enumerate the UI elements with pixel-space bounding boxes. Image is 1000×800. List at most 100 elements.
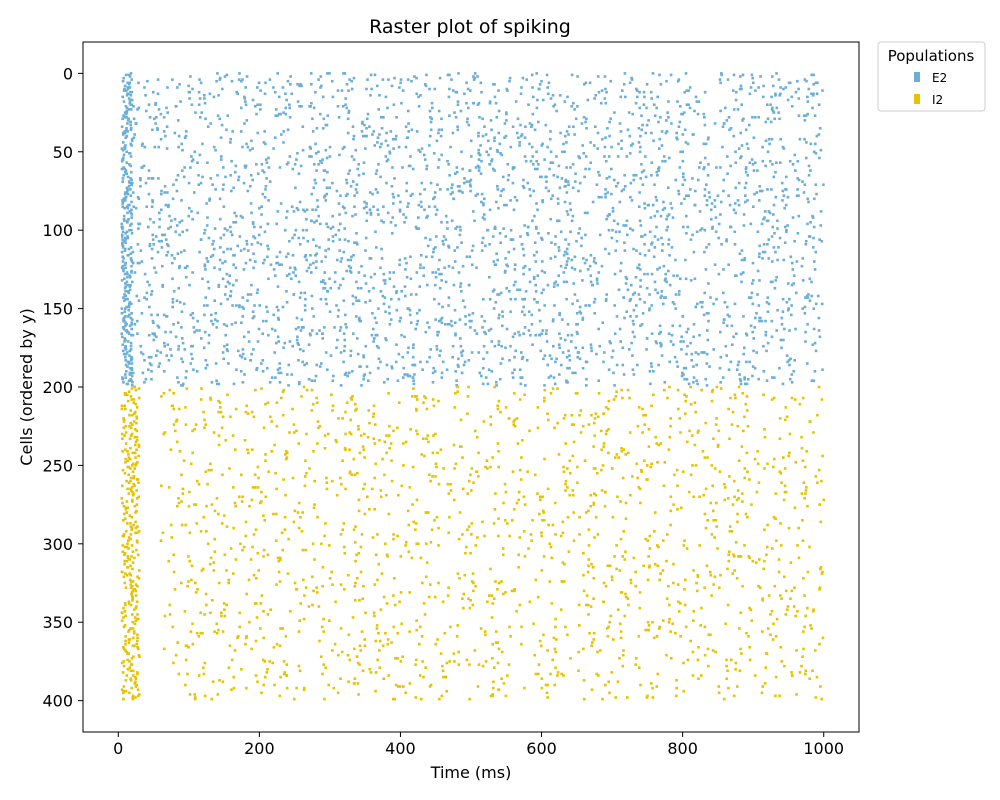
- spike-i2: [263, 519, 266, 522]
- spike-e2: [127, 379, 131, 382]
- spike-e2: [138, 222, 142, 226]
- spike-i2: [458, 511, 462, 514]
- spike-e2: [151, 233, 154, 237]
- spike-e2: [700, 305, 704, 309]
- spike-i2: [683, 588, 686, 591]
- spike-e2: [656, 174, 659, 177]
- spike-e2: [613, 178, 616, 182]
- spike-e2: [526, 181, 530, 185]
- spike-e2: [158, 225, 161, 229]
- spike-e2: [222, 205, 226, 208]
- spike-e2: [130, 362, 134, 365]
- spike-e2: [653, 114, 657, 117]
- spike-i2: [592, 421, 596, 425]
- spike-e2: [665, 130, 669, 133]
- spike-e2: [450, 186, 453, 190]
- spike-e2: [405, 189, 408, 193]
- spike-e2: [347, 109, 351, 113]
- spike-i2: [604, 683, 607, 687]
- spike-i2: [446, 482, 450, 486]
- spike-i2: [202, 666, 205, 669]
- spike-e2: [365, 219, 368, 223]
- spike-e2: [739, 379, 743, 382]
- spike-e2: [354, 148, 358, 152]
- spike-e2: [218, 258, 222, 262]
- spike-e2: [462, 299, 465, 302]
- spike-e2: [192, 326, 196, 329]
- spike-e2: [384, 337, 387, 340]
- spike-e2: [639, 324, 642, 328]
- spike-e2: [727, 194, 730, 197]
- spike-i2: [251, 486, 255, 489]
- spike-i2: [733, 393, 737, 397]
- spike-i2: [260, 594, 264, 597]
- spike-e2: [476, 103, 480, 106]
- spike-e2: [126, 119, 130, 122]
- spike-e2: [786, 308, 790, 312]
- spike-i2: [328, 577, 332, 580]
- spike-e2: [477, 134, 480, 138]
- spike-e2: [585, 117, 588, 121]
- spike-e2: [677, 78, 681, 81]
- spike-i2: [746, 470, 749, 473]
- spike-e2: [629, 297, 632, 301]
- spike-e2: [123, 310, 126, 313]
- spike-e2: [191, 357, 194, 361]
- spike-e2: [171, 277, 174, 281]
- spike-i2: [793, 398, 797, 401]
- spike-i2: [518, 398, 522, 401]
- spike-e2: [229, 174, 232, 177]
- spike-e2: [214, 362, 218, 365]
- spike-e2: [657, 167, 660, 171]
- spike-e2: [128, 181, 131, 185]
- spike-e2: [121, 200, 125, 204]
- spike-e2: [678, 324, 682, 328]
- spike-i2: [696, 575, 700, 579]
- spike-e2: [654, 195, 658, 199]
- spike-e2: [589, 161, 592, 164]
- spike-e2: [513, 263, 517, 266]
- spike-e2: [810, 379, 814, 382]
- spike-i2: [383, 440, 387, 444]
- spike-e2: [487, 139, 490, 143]
- spike-e2: [191, 312, 195, 315]
- spike-e2: [250, 139, 253, 143]
- spike-e2: [682, 340, 685, 343]
- spike-e2: [446, 323, 450, 326]
- spike-e2: [365, 211, 369, 215]
- spike-e2: [406, 374, 410, 378]
- spike-i2: [607, 428, 610, 431]
- spike-i2: [374, 553, 378, 557]
- spike-e2: [806, 100, 810, 103]
- spike-e2: [456, 100, 460, 103]
- spike-e2: [122, 153, 126, 157]
- spike-e2: [522, 266, 525, 270]
- spike-e2: [190, 159, 194, 163]
- spike-e2: [501, 357, 504, 361]
- spike-i2: [595, 672, 598, 676]
- spike-i2: [538, 639, 542, 643]
- spike-i2: [266, 553, 270, 557]
- spike-i2: [131, 413, 134, 417]
- spike-e2: [219, 236, 223, 240]
- spike-e2: [584, 120, 587, 124]
- spike-i2: [424, 396, 427, 400]
- spike-e2: [780, 346, 783, 350]
- spike-e2: [127, 304, 131, 307]
- spike-e2: [391, 192, 395, 196]
- spike-e2: [639, 134, 642, 138]
- spike-e2: [668, 283, 672, 287]
- spike-e2: [597, 195, 601, 199]
- spike-e2: [235, 368, 238, 371]
- spike-i2: [803, 465, 807, 469]
- spike-e2: [162, 130, 166, 133]
- spike-e2: [776, 227, 779, 230]
- spike-e2: [714, 230, 718, 234]
- spike-e2: [682, 373, 685, 376]
- spike-e2: [562, 271, 566, 274]
- spike-i2: [512, 420, 515, 423]
- spike-e2: [205, 363, 209, 367]
- spike-e2: [519, 376, 522, 379]
- spike-e2: [172, 323, 175, 326]
- spike-i2: [137, 481, 140, 484]
